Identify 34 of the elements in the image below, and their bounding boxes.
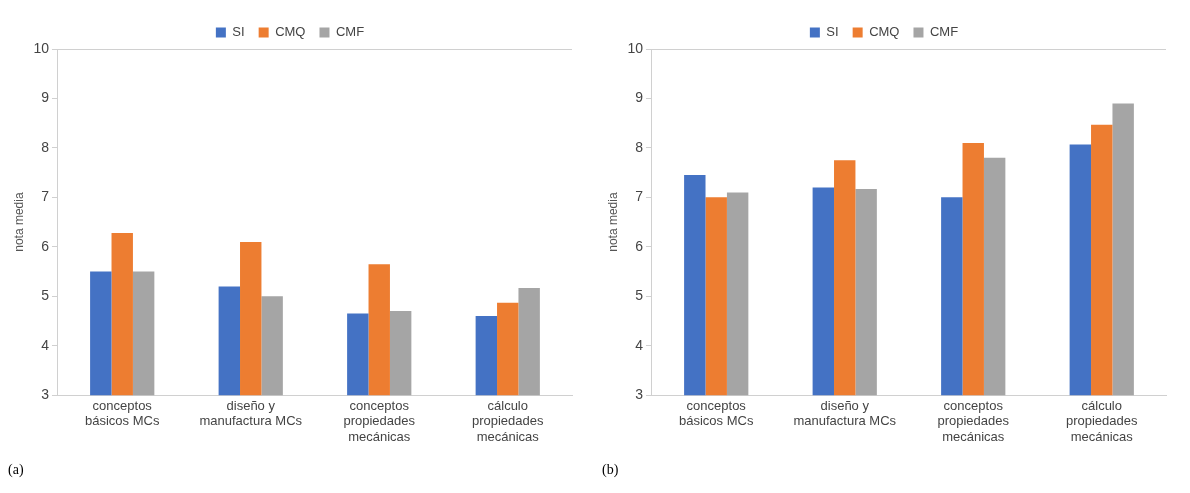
- y-tick-label: 9: [41, 89, 50, 106]
- y-tick-label: 4: [41, 336, 50, 353]
- y-tick-label: 7: [41, 188, 50, 205]
- y-tick-label: 6: [41, 237, 50, 254]
- x-tick-label: conceptos propiedades mecánicas: [343, 397, 416, 444]
- y-tick-label: 4: [635, 336, 644, 353]
- legend-label: CMQ: [869, 24, 900, 40]
- y-tick-label: 7: [635, 188, 644, 205]
- x-tick-label: conceptos propiedades mecánicas: [937, 397, 1010, 444]
- x-tick-label: cálculo propiedades mecánicas: [1065, 397, 1139, 444]
- x-tick-label: cálculo propiedades mecánicas: [471, 397, 545, 444]
- y-tick-label: 6: [635, 237, 644, 254]
- y-tick-label: 8: [41, 138, 50, 155]
- legend-label: CMF: [335, 24, 365, 40]
- x-tick-label: diseño y manufactura MCs: [793, 397, 897, 429]
- legend-label: CMQ: [275, 24, 306, 40]
- y-tick-label: 3: [635, 386, 644, 403]
- y-tick-label: 10: [627, 39, 644, 56]
- x-tick-label: diseño y manufactura MCs: [199, 397, 303, 429]
- legend-label: SI: [232, 24, 245, 40]
- x-tick-label: conceptos básicos MCs: [679, 397, 754, 429]
- x-tick-label: conceptos básicos MCs: [85, 397, 160, 429]
- y-tick-label: 8: [635, 138, 644, 155]
- legend-label: CMF: [929, 24, 959, 40]
- y-axis-title: nota media: [11, 192, 26, 252]
- y-tick-label: 9: [635, 89, 644, 106]
- y-axis-title: nota media: [605, 192, 620, 252]
- text: (b): [602, 462, 620, 478]
- y-tick-label: 10: [33, 39, 50, 56]
- y-tick-label: 5: [635, 287, 644, 304]
- text: (a): [8, 462, 25, 478]
- legend-label: SI: [826, 24, 839, 40]
- y-tick-label: 5: [41, 287, 50, 304]
- y-tick-label: 3: [41, 386, 50, 403]
